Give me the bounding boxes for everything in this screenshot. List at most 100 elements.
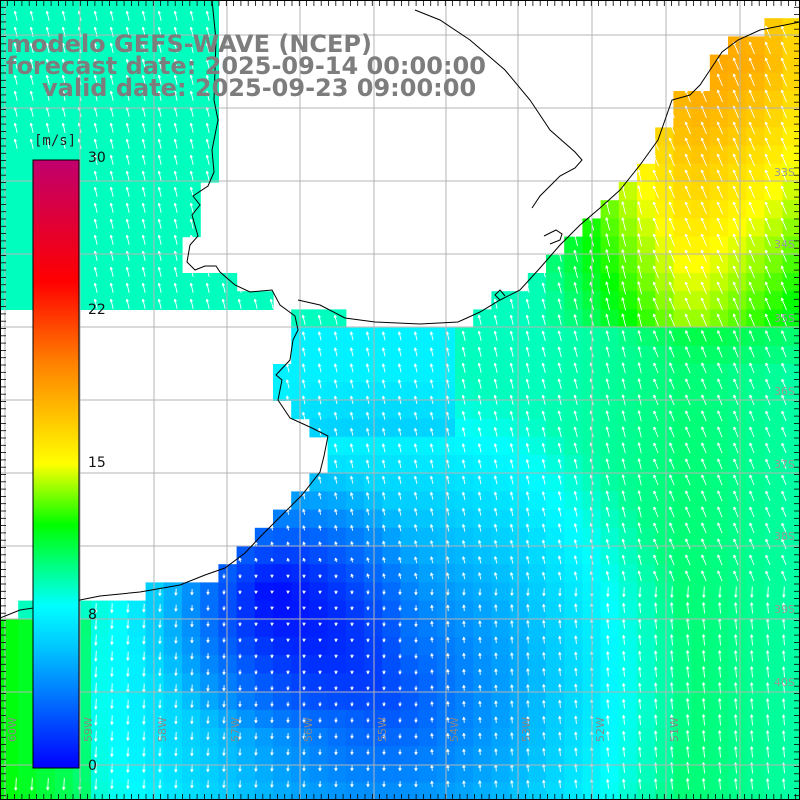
coastline-segment — [543, 229, 563, 245]
wind-arrow — [732, 217, 739, 231]
field-cell — [327, 455, 347, 474]
field-cell — [455, 637, 474, 656]
wind-arrow — [509, 314, 514, 326]
wind-arrow — [525, 330, 530, 342]
wind-arrow — [285, 363, 290, 373]
field-cell — [18, 91, 37, 110]
lon-label-60w: 60W — [6, 717, 19, 742]
field-cell — [455, 509, 474, 529]
field-cell — [291, 600, 310, 620]
field-cell — [163, 600, 183, 620]
field-cell — [746, 655, 765, 674]
wind-arrow — [493, 314, 498, 326]
field-cell — [218, 782, 238, 800]
wind-arrow — [684, 233, 691, 247]
field-cell — [709, 491, 729, 511]
field-cell — [655, 618, 674, 638]
wind-arrow — [477, 362, 482, 374]
wind-arrow — [45, 42, 50, 54]
wind-arrow — [141, 202, 146, 214]
field-cell — [691, 382, 711, 401]
wind-arrow — [29, 42, 34, 54]
field-cell — [382, 509, 401, 529]
wind-arrow — [173, 58, 178, 70]
field-cell — [673, 582, 693, 602]
field-cell — [382, 746, 401, 765]
field-cell — [673, 673, 693, 693]
field-cell — [182, 655, 201, 674]
field-cell — [345, 564, 365, 583]
field-cell — [746, 36, 765, 56]
field-cell — [637, 618, 656, 638]
field-cell — [527, 491, 547, 511]
field-cell — [527, 345, 547, 365]
field-cell — [637, 218, 656, 238]
wind-arrow — [716, 185, 723, 199]
wind-arrow — [173, 74, 178, 86]
wind-arrow — [668, 265, 675, 279]
wind-arrow — [221, 282, 226, 294]
field-cell — [600, 728, 620, 747]
wind-arrow — [780, 201, 787, 215]
field-cell — [546, 709, 565, 729]
field-cell — [600, 273, 620, 292]
field-cell — [309, 746, 329, 765]
field-cell — [273, 764, 292, 784]
field-cell — [236, 637, 256, 656]
field-cell — [746, 782, 765, 800]
field-cell — [200, 728, 219, 747]
field-cell — [400, 764, 420, 784]
field-cell — [564, 673, 583, 693]
field-cell — [637, 564, 656, 583]
field-cell — [746, 109, 765, 128]
wind-arrow — [45, 58, 50, 70]
wind-arrow — [780, 233, 787, 247]
field-cell — [473, 491, 492, 511]
field-cell — [546, 345, 565, 365]
field-cell — [746, 345, 765, 365]
field-cell — [109, 709, 128, 729]
wind-arrow — [652, 265, 659, 279]
field-cell — [618, 564, 638, 583]
field-cell — [746, 746, 765, 765]
lon-label-56w: 56W — [302, 717, 315, 742]
field-cell — [18, 254, 37, 274]
field-cell — [600, 655, 620, 674]
wind-arrow — [700, 137, 707, 151]
field-cell — [709, 473, 729, 492]
field-cell — [364, 673, 383, 693]
field-cell — [673, 382, 693, 401]
wind-arrow — [125, 138, 130, 150]
field-cell — [637, 291, 656, 310]
wind-arrow — [477, 346, 482, 358]
field-cell — [546, 309, 565, 329]
field-cell — [728, 309, 747, 329]
field-cell — [400, 546, 420, 565]
field-cell — [273, 382, 292, 401]
field-cell — [637, 309, 656, 329]
field-cell — [400, 655, 420, 674]
field-cell — [709, 582, 729, 602]
wind-arrow — [652, 217, 659, 231]
wind-arrow — [637, 233, 643, 247]
field-cell — [655, 364, 674, 383]
field-cell — [200, 273, 219, 292]
wind-arrow — [764, 201, 771, 215]
field-cell — [527, 291, 547, 310]
field-cell — [782, 291, 800, 310]
field-cell — [200, 145, 219, 165]
wind-arrow — [748, 201, 755, 215]
wind-arrow — [173, 202, 178, 214]
wind-arrow — [141, 234, 146, 246]
field-cell — [109, 109, 128, 128]
field-cell — [364, 418, 383, 438]
field-cell — [327, 600, 347, 620]
wind-arrow — [748, 41, 755, 55]
wind-arrow — [109, 298, 114, 310]
lon-label-58w: 58W — [156, 717, 169, 742]
field-cell — [746, 91, 765, 110]
field-cell — [18, 163, 37, 183]
wind-arrow — [125, 186, 130, 198]
wind-arrow — [173, 266, 178, 278]
wind-arrow — [653, 346, 659, 358]
